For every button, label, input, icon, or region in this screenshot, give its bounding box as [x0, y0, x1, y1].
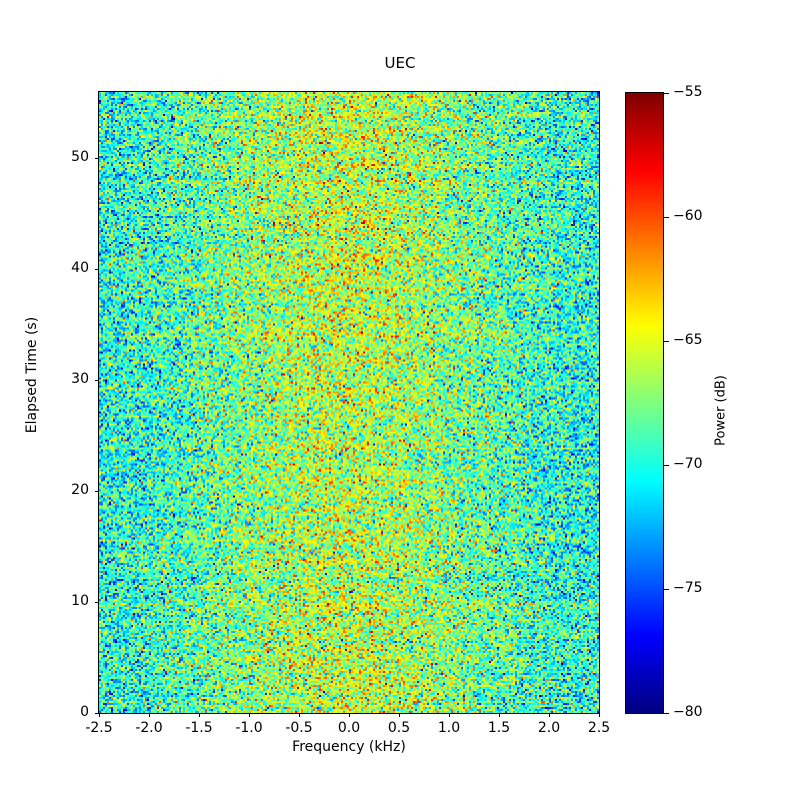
x-tick-label: -1.5: [185, 720, 213, 736]
y-tick-mark: [95, 268, 99, 270]
x-tick-label: 2.5: [587, 720, 611, 736]
y-tick-label: 30: [71, 370, 89, 387]
colorbar-tick-mark: [664, 217, 669, 218]
x-tick-mark: [499, 713, 500, 717]
y-axis-label: Elapsed Time (s): [24, 316, 40, 434]
colorbar-tick-label: −55: [673, 84, 703, 100]
colorbar-tick-label: −70: [673, 456, 703, 472]
colorbar-tick-mark: [664, 589, 669, 590]
y-tick-mark: [95, 157, 99, 159]
y-tick-mark: [95, 713, 99, 714]
station-name: UEC: [384, 54, 416, 72]
colorbar-gradient: [626, 93, 663, 713]
y-tick-mark: [95, 379, 99, 381]
colorbar-tick-mark: [664, 713, 669, 714]
x-tick-label: -1.0: [235, 720, 263, 736]
x-tick-mark: [199, 713, 200, 717]
x-axis-label: Frequency (kHz): [292, 739, 406, 755]
x-tick-mark: [549, 713, 550, 717]
x-tick-mark: [149, 713, 150, 717]
x-tick-label: 1.5: [487, 720, 511, 736]
x-tick-label: 0.5: [387, 720, 411, 736]
x-tick-mark: [299, 713, 300, 717]
colorbar-tick-label: −75: [673, 580, 703, 596]
x-tick-label: -2.0: [135, 720, 163, 736]
x-tick-label: 0.0: [337, 720, 361, 736]
x-tick-mark: [249, 713, 250, 717]
y-tick-mark: [95, 601, 99, 603]
y-tick-label: 20: [71, 481, 89, 498]
y-tick-label: 40: [71, 259, 89, 276]
x-tick-label: -0.5: [285, 720, 313, 736]
y-tick-mark: [95, 490, 99, 492]
x-tick-mark: [99, 713, 100, 717]
colorbar-tick-mark: [664, 465, 669, 466]
colorbar-tick-label: −80: [673, 704, 703, 720]
x-tick-mark: [449, 713, 450, 717]
colorbar-tick-mark: [664, 93, 669, 94]
x-tick-label: -2.5: [85, 720, 113, 736]
spectrogram-heatmap: [99, 92, 599, 713]
x-tick-label: 2.0: [537, 720, 561, 736]
x-tick-mark: [349, 713, 350, 717]
colorbar-tick-mark: [664, 341, 669, 342]
colorbar: [625, 92, 664, 714]
y-tick-label: 10: [71, 592, 89, 609]
colorbar-label: Power (dB): [713, 375, 729, 446]
y-tick-label: 50: [71, 148, 89, 165]
x-tick-mark: [599, 713, 600, 717]
spectrogram-plot-area: [98, 91, 600, 714]
x-tick-label: 1.0: [437, 720, 461, 736]
colorbar-tick-label: −65: [673, 332, 703, 348]
colorbar-tick-label: −60: [673, 208, 703, 224]
x-tick-mark: [399, 713, 400, 717]
y-tick-label: 0: [80, 704, 89, 720]
